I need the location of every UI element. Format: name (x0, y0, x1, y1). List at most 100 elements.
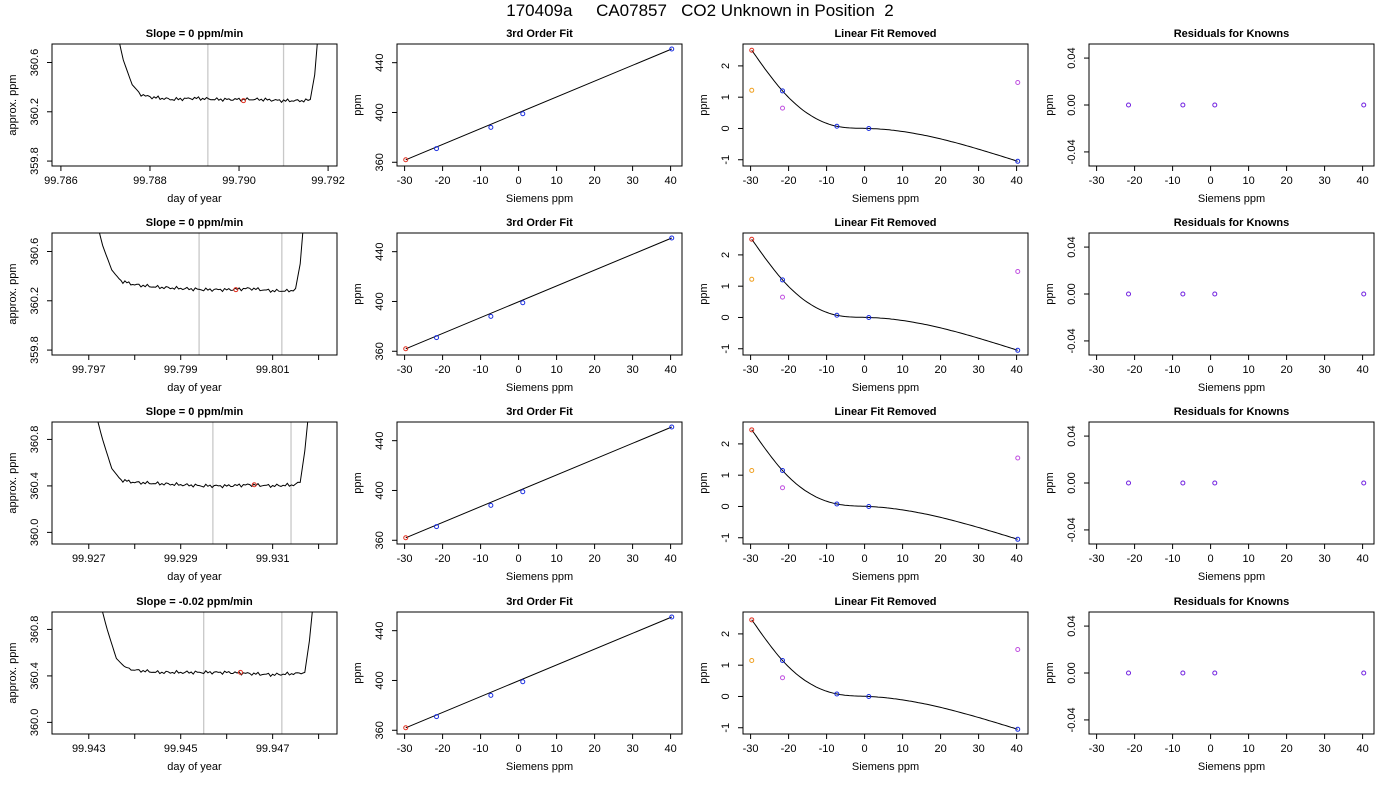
y-tick-label: 440 (374, 53, 386, 71)
x-tick-label: -10 (1165, 364, 1181, 376)
x-tick-label: 10 (896, 743, 908, 755)
plot-frame (1088, 232, 1375, 356)
x-tick-label: -20 (435, 364, 451, 376)
data-point (1015, 536, 1021, 542)
data-point (780, 105, 786, 111)
data-point (834, 123, 840, 129)
x-tick-label: 30 (626, 553, 638, 565)
plot-area (749, 617, 1021, 732)
data-point (488, 124, 494, 130)
x-tick-label: -10 (819, 743, 835, 755)
x-tick-label: -10 (819, 364, 835, 376)
x-tick-label: 99.943 (72, 743, 106, 755)
panel-title: Slope = -0.02 ppm/min (136, 596, 253, 608)
x-axis-label: day of year (167, 382, 222, 394)
x-tick-label: 40 (664, 743, 676, 755)
x-tick-label: -30 (743, 175, 759, 187)
x-axis-label: Siemens ppm (506, 193, 573, 205)
data-point (1212, 670, 1218, 676)
x-axis-label: Siemens ppm (506, 761, 573, 773)
data-point (780, 675, 786, 681)
x-tick-label: 10 (550, 364, 562, 376)
data-point (749, 47, 755, 53)
x-tick-label: -30 (743, 743, 759, 755)
x-tick-label: -20 (435, 743, 451, 755)
ppm-trace-line (119, 44, 318, 104)
x-tick-label: 10 (1242, 364, 1254, 376)
data-point (749, 236, 755, 242)
x-tick-label: 10 (896, 364, 908, 376)
x-tick-label: -20 (781, 743, 797, 755)
x-tick-label: 0 (862, 743, 868, 755)
panel-title: Residuals for Knowns (1174, 406, 1290, 418)
x-axis-label: Siemens ppm (1198, 193, 1265, 205)
y-tick-label: 360.6 (29, 238, 41, 266)
y-tick-label: 0.00 (1066, 283, 1078, 304)
y-tick-label: 2 (720, 252, 732, 258)
x-tick-label: 40 (1010, 364, 1022, 376)
panel-title: Linear Fit Removed (834, 217, 936, 229)
plot-area (119, 44, 318, 166)
y-axis-label: ppm (1044, 472, 1056, 493)
plot-frame (51, 43, 338, 167)
plot-area (749, 427, 1021, 542)
data-point (669, 46, 675, 52)
x-tick-label: 30 (626, 175, 638, 187)
plot-area (403, 614, 675, 731)
plot-frame (1088, 43, 1375, 167)
y-tick-label: 360.8 (29, 616, 41, 644)
data-point (866, 125, 872, 131)
x-tick-label: 99.945 (164, 743, 198, 755)
y-axis-label: approx. ppm (7, 642, 19, 703)
panel-title: Slope = 0 ppm/min (146, 28, 244, 40)
data-point (1015, 79, 1021, 85)
x-tick-label: 30 (1318, 553, 1330, 565)
x-tick-label: 10 (896, 553, 908, 565)
x-tick-label: 10 (1242, 175, 1254, 187)
x-tick-label: -20 (781, 553, 797, 565)
x-tick-label: 30 (972, 175, 984, 187)
y-tick-label: 400 (374, 292, 386, 310)
x-axis-label: Siemens ppm (852, 761, 919, 773)
y-axis-label: ppm (698, 472, 710, 493)
y-axis-label: ppm (352, 94, 364, 115)
plot-area (97, 422, 309, 544)
y-tick-label: 440 (374, 242, 386, 260)
y-tick-label: 0.00 (1066, 94, 1078, 115)
data-point (749, 657, 755, 663)
plot-frame (742, 421, 1029, 545)
y-tick-label: -0.04 (1066, 517, 1078, 542)
plot-area (749, 47, 1021, 164)
plot-frame (1088, 421, 1375, 545)
x-axis-label: day of year (167, 761, 222, 773)
ppm-trace-line (97, 422, 309, 489)
y-tick-label: 360.2 (29, 287, 41, 315)
y-axis-label: ppm (1044, 94, 1056, 115)
x-tick-label: -20 (781, 175, 797, 187)
x-tick-label: 20 (934, 743, 946, 755)
y-tick-label: 360 (374, 531, 386, 549)
ppm-trace-line (102, 612, 313, 678)
x-tick-label: -30 (397, 364, 413, 376)
y-axis-label: ppm (352, 472, 364, 493)
data-point (434, 714, 440, 720)
data-point (520, 300, 526, 306)
data-point (1361, 291, 1367, 297)
x-tick-label: -10 (819, 553, 835, 565)
x-tick-label: 30 (1318, 364, 1330, 376)
plot-frame (1088, 611, 1375, 735)
data-point (1361, 102, 1367, 108)
x-tick-label: 30 (972, 553, 984, 565)
x-tick-label: 99.797 (72, 364, 106, 376)
y-tick-label: 0.04 (1066, 236, 1078, 257)
x-tick-label: -10 (473, 553, 489, 565)
panel-title: Linear Fit Removed (834, 596, 936, 608)
data-point (749, 427, 755, 433)
y-tick-label: -1 (720, 155, 732, 165)
y-tick-label: 440 (374, 621, 386, 639)
data-point (834, 501, 840, 507)
panel-title: Slope = 0 ppm/min (146, 406, 244, 418)
fit-curve (751, 239, 1018, 351)
x-axis-label: Siemens ppm (1198, 382, 1265, 394)
x-tick-label: 99.927 (72, 553, 106, 565)
